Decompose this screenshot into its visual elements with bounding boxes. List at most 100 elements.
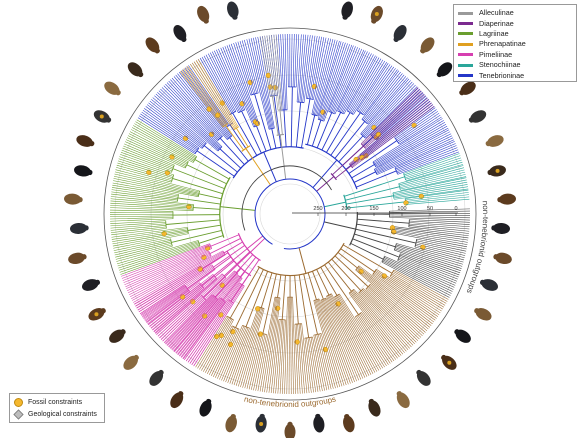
branch-arc xyxy=(297,102,304,103)
terminal-branch xyxy=(363,289,416,343)
beetle-spot xyxy=(447,361,451,365)
branch-arc xyxy=(295,324,302,325)
legend-entry-tenebrioninae: Tenebrioninae xyxy=(458,70,572,80)
fossil-marker xyxy=(412,123,417,128)
terminal-branch xyxy=(182,70,224,126)
branch xyxy=(178,198,221,204)
branch xyxy=(331,113,361,156)
branch xyxy=(346,196,393,204)
branch xyxy=(272,129,276,149)
branch xyxy=(199,236,223,244)
legend-label: Lagriinae xyxy=(479,29,509,39)
terminal-branch xyxy=(392,229,468,240)
fossil-marker xyxy=(214,334,219,339)
branch xyxy=(230,138,249,162)
clade-tenebrioninae-b xyxy=(305,38,459,189)
time-tick-label: 0 xyxy=(454,206,457,212)
legend-label: Tenebrioninae xyxy=(479,71,524,81)
terminal-branch xyxy=(374,272,438,316)
branch xyxy=(284,110,286,147)
branch xyxy=(312,271,323,299)
time-circle xyxy=(260,184,320,244)
clade-root xyxy=(246,148,271,185)
branch xyxy=(282,275,285,319)
terminal-branch xyxy=(224,327,246,382)
terminal-branch xyxy=(240,308,263,387)
branch xyxy=(280,110,282,135)
subfamily-legend: Alleculinae Diaperinae Lagriinae Phrenap… xyxy=(453,4,577,82)
branch xyxy=(291,87,292,147)
fossil-dot-icon xyxy=(14,398,23,407)
geological-label: Geological constraints xyxy=(28,411,97,418)
terminal-branch xyxy=(123,146,173,167)
terminal-branch xyxy=(308,338,316,392)
backbone-arc xyxy=(255,179,325,249)
legend-label: Phrenapatinae xyxy=(479,39,526,49)
terminal-branch xyxy=(303,35,311,102)
terminal-branch xyxy=(288,34,289,87)
terminal-branch xyxy=(238,308,262,387)
terminal-branch xyxy=(160,89,221,147)
branch xyxy=(296,102,300,147)
terminal-branch xyxy=(375,271,439,314)
time-tick-label: 200 xyxy=(341,206,350,212)
branch xyxy=(308,273,316,300)
clade-root xyxy=(299,248,306,274)
branch xyxy=(193,208,220,210)
beetle-spot xyxy=(94,312,98,316)
legend-swatch xyxy=(458,43,473,46)
branch xyxy=(351,243,384,259)
legend-entry-lagriinae: Lagriinae xyxy=(458,29,572,39)
terminal-branch xyxy=(226,327,247,382)
branch xyxy=(278,275,281,298)
terminal-branch xyxy=(144,108,199,148)
terminal-branch xyxy=(165,84,218,140)
branch xyxy=(357,219,409,223)
terminal-branch xyxy=(399,165,464,183)
terminal-branch xyxy=(269,35,278,110)
beetle-image xyxy=(486,133,506,149)
terminal-branch xyxy=(394,187,468,198)
beetle-image xyxy=(80,277,100,293)
beetle-spot xyxy=(375,12,379,16)
branch-arc xyxy=(166,221,167,229)
beetle-image xyxy=(197,398,214,418)
legend-label: Stenochiinae xyxy=(479,60,521,70)
legend-swatch xyxy=(458,53,473,56)
time-tick-label: 100 xyxy=(397,206,406,212)
terminal-branch xyxy=(373,273,436,318)
branch-arc xyxy=(409,220,410,227)
time-circle xyxy=(223,147,357,281)
terminal-branch xyxy=(115,243,171,257)
fossil-marker xyxy=(183,136,188,141)
beetle-image xyxy=(75,133,95,149)
terminal-branch xyxy=(247,333,261,389)
geological-constraint-entry: Geological constraints xyxy=(14,408,100,420)
legend-entry-pimeliinae: Pimeliinae xyxy=(458,50,572,60)
branch xyxy=(338,252,357,267)
legend-entry-diaperinae: Diaperinae xyxy=(458,18,572,28)
clade-root xyxy=(220,207,255,211)
branch xyxy=(211,235,239,247)
branch xyxy=(335,122,365,159)
terminal-branch xyxy=(289,297,290,394)
time-tick-label: 50 xyxy=(427,206,433,212)
branch xyxy=(307,115,314,145)
legend-swatch xyxy=(458,32,473,35)
terminal-branch xyxy=(114,178,199,195)
fossil-marker xyxy=(180,294,185,299)
legend-label: Diaperinae xyxy=(479,19,514,29)
terminal-branch xyxy=(291,297,292,394)
branch xyxy=(357,224,392,229)
terminal-branch xyxy=(110,222,165,226)
branch xyxy=(166,220,220,225)
terminal-branch xyxy=(162,87,222,146)
terminal-branch xyxy=(110,217,173,219)
terminal-branch xyxy=(396,246,463,266)
terminal-branch xyxy=(359,64,391,111)
terminal-branch xyxy=(114,174,199,193)
terminal-branch xyxy=(111,194,177,201)
legend-swatch xyxy=(458,74,473,77)
terminal-branch xyxy=(113,232,188,246)
fossil-constraint-entry: Fossil constraints xyxy=(14,396,100,408)
